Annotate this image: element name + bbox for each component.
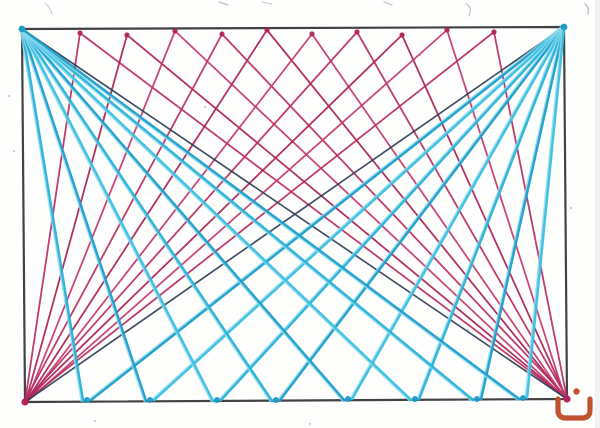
anchor-dots: [18, 23, 571, 406]
cyan-string-lines: [19, 24, 566, 403]
diagonal-lines: [21, 26, 568, 403]
scan-artifacts: [7, 0, 600, 428]
noon-letter-logo: [555, 388, 593, 421]
